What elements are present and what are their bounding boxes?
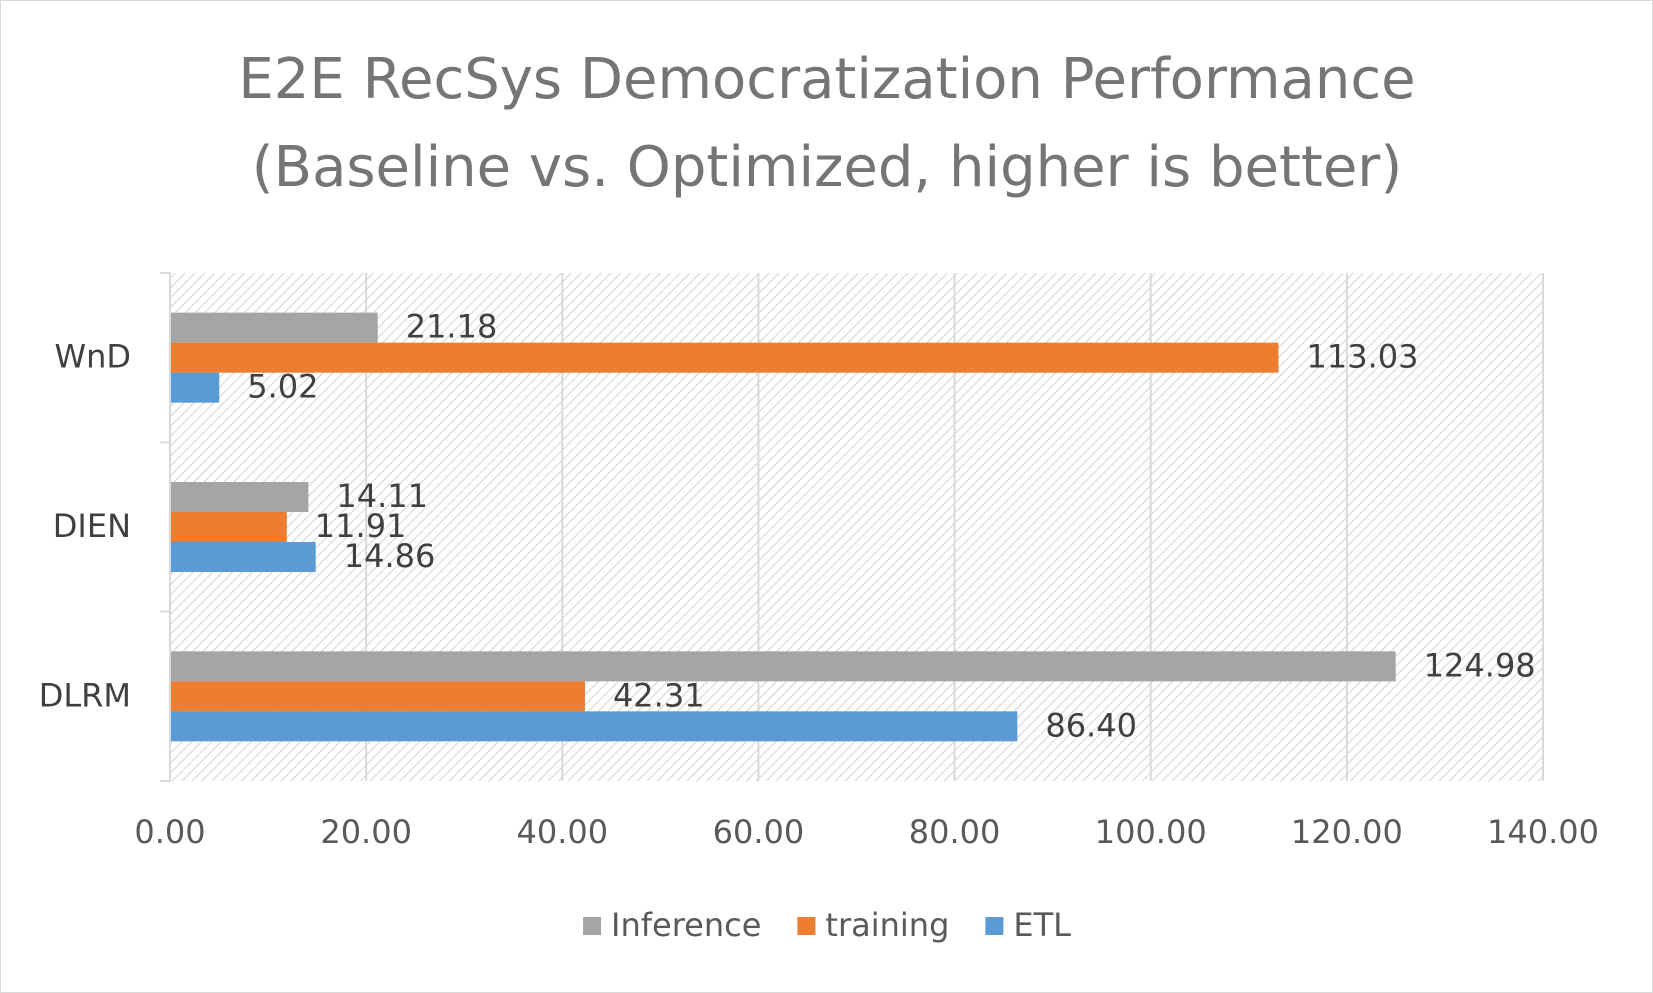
x-tick-label: 20.00 (320, 813, 412, 851)
x-tick-label: 140.00 (1487, 813, 1599, 851)
legend-item-inference: Inference (583, 906, 761, 944)
bar-etl-dien (171, 542, 316, 572)
bars (171, 312, 1396, 742)
x-tick-label: 120.00 (1291, 813, 1403, 851)
category-label: DIEN (53, 507, 131, 545)
data-label: 113.03 (1307, 338, 1419, 376)
category-axis: WnD DIEN DLRM (39, 338, 131, 715)
legend-label: Inference (611, 906, 761, 944)
bar-etl-wnd (171, 372, 220, 403)
chart-title-line: (Baseline vs. Optimized, higher is bette… (252, 135, 1402, 200)
data-label: 86.40 (1045, 706, 1137, 744)
x-tick-label: 100.00 (1095, 813, 1207, 851)
category-label: WnD (54, 338, 131, 376)
legend-label: ETL (1013, 906, 1071, 944)
legend-item-etl: ETL (985, 906, 1071, 944)
bar-inference-wnd (171, 312, 378, 343)
legend-label: training (825, 906, 949, 944)
data-label: 21.18 (406, 308, 498, 346)
category-label: DLRM (39, 676, 131, 714)
x-tick-label: 60.00 (713, 813, 805, 851)
chart-title: E2E RecSys Democratization Performance (B… (238, 47, 1415, 200)
data-label: 124.98 (1424, 646, 1536, 684)
bar-inference-dien (171, 482, 309, 512)
legend: Inference training ETL (583, 906, 1071, 944)
x-tick-label: 40.00 (516, 813, 608, 851)
bar-inference-dlrm (171, 651, 1396, 682)
legend-swatch (583, 917, 602, 935)
legend-item-training: training (797, 906, 949, 944)
x-tick-label: 80.00 (909, 813, 1001, 851)
x-tick-label: 0.00 (134, 813, 205, 851)
data-label: 42.31 (613, 676, 705, 714)
data-label: 14.11 (336, 477, 428, 515)
bar-training-dien (171, 512, 287, 542)
legend-swatch (797, 917, 816, 935)
bar-training-dlrm (171, 681, 585, 712)
bar-training-wnd (171, 342, 1279, 373)
bar-etl-dlrm (171, 711, 1018, 742)
chart-title-line: E2E RecSys Democratization Performance (238, 47, 1415, 112)
data-label: 14.86 (344, 537, 436, 575)
data-label: 11.91 (315, 507, 407, 545)
data-label: 5.02 (247, 368, 318, 406)
value-axis: 0.00 20.00 40.00 60.00 80.00 100.00 120.00 140.… (134, 813, 1599, 851)
legend-swatch (985, 917, 1004, 935)
